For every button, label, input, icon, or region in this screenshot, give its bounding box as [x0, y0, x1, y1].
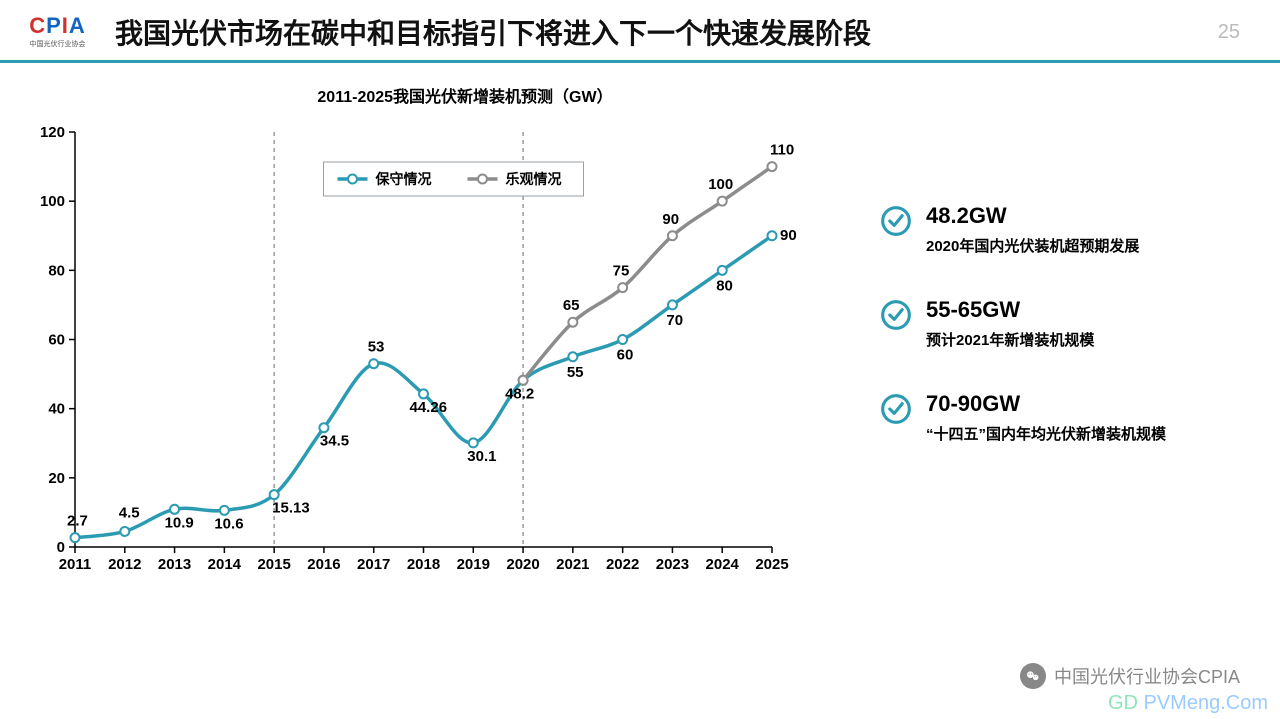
- data-label: 30.1: [467, 448, 496, 465]
- data-label: 100: [708, 176, 733, 193]
- svg-text:2022: 2022: [606, 556, 639, 573]
- cpia-logo: CPIA 中国光伏行业协会: [20, 15, 95, 49]
- data-point: [319, 423, 328, 432]
- svg-text:20: 20: [48, 470, 65, 487]
- svg-text:2020: 2020: [506, 556, 539, 573]
- svg-text:2016: 2016: [307, 556, 340, 573]
- slide-header: CPIA 中国光伏行业协会 我国光伏市场在碳中和目标指引下将进入下一个快速发展阶…: [0, 0, 1280, 63]
- svg-text:2013: 2013: [158, 556, 191, 573]
- svg-text:2012: 2012: [108, 556, 141, 573]
- data-point: [220, 506, 229, 515]
- data-label: 10.6: [214, 515, 243, 532]
- data-point: [71, 533, 80, 542]
- bullets-panel: 48.2GW 2020年国内光伏装机超预期发展 55-65GW 预计2021年新…: [850, 83, 1250, 592]
- svg-text:80: 80: [48, 262, 65, 279]
- svg-text:2024: 2024: [706, 556, 740, 573]
- slide-body: 2011-2025我国光伏新增装机预测（GW） 0 20 40 60 80 100 120 2…: [0, 63, 1280, 592]
- data-point: [718, 197, 727, 206]
- data-label: 15.13: [272, 500, 310, 517]
- bullet-value: 70-90GW: [926, 391, 1166, 417]
- data-label: 110: [770, 142, 794, 159]
- bullet-item: 55-65GW 预计2021年新增装机规模: [880, 297, 1250, 353]
- svg-text:100: 100: [40, 193, 65, 210]
- watermark-part-a: GD: [1108, 692, 1144, 714]
- watermark: GD PVMeng.Com: [1108, 692, 1268, 715]
- data-point: [568, 318, 577, 327]
- source-attribution: 中国光伏行业协会CPIA: [1020, 663, 1240, 689]
- data-label: 70: [666, 312, 683, 329]
- data-label: 2.7: [67, 513, 88, 530]
- logo-subtitle: 中国光伏行业协会: [20, 39, 95, 49]
- bullet-desc: 2020年国内光伏装机超预期发展: [926, 235, 1139, 259]
- data-point: [120, 527, 129, 536]
- chart-title: 2011-2025我国光伏新增装机预测（GW）: [20, 83, 850, 107]
- data-label: 48.2: [505, 385, 534, 402]
- data-label: 90: [780, 227, 797, 244]
- source-text: 中国光伏行业协会CPIA: [1054, 663, 1240, 689]
- bullet-item: 48.2GW 2020年国内光伏装机超预期发展: [880, 203, 1250, 259]
- bullet-desc: 预计2021年新增装机规模: [926, 329, 1094, 353]
- data-point: [668, 231, 677, 240]
- logo-text: CPIA: [20, 15, 95, 37]
- svg-text:2023: 2023: [656, 556, 689, 573]
- svg-text:2018: 2018: [407, 556, 440, 573]
- data-label: 53: [368, 339, 385, 356]
- svg-text:2017: 2017: [357, 556, 390, 573]
- page-number: 25: [1218, 21, 1260, 44]
- data-point: [668, 300, 677, 309]
- bullet-item: 70-90GW “十四五”国内年均光伏新增装机规模: [880, 391, 1250, 447]
- svg-text:2021: 2021: [556, 556, 589, 573]
- line-chart: 0 20 40 60 80 100 120 2011 2012 2013 2014 2015 2016 2…: [20, 117, 800, 587]
- svg-text:60: 60: [48, 332, 65, 349]
- check-icon: [880, 299, 912, 331]
- svg-text:0: 0: [57, 539, 65, 556]
- data-label: 80: [716, 277, 733, 294]
- chart-container: 2011-2025我国光伏新增装机预测（GW） 0 20 40 60 80 100 120 2…: [20, 83, 850, 592]
- data-point: [618, 283, 627, 292]
- data-point: [768, 231, 777, 240]
- svg-text:2011: 2011: [59, 556, 92, 573]
- svg-text:40: 40: [48, 401, 65, 418]
- data-label: 60: [617, 347, 634, 364]
- series-line: [523, 167, 772, 381]
- data-point: [618, 335, 627, 344]
- check-icon: [880, 205, 912, 237]
- data-point: [469, 438, 478, 447]
- bullet-value: 55-65GW: [926, 297, 1094, 323]
- data-point: [270, 490, 279, 499]
- svg-text:2015: 2015: [257, 556, 290, 573]
- wechat-icon: [1020, 663, 1046, 689]
- data-label: 65: [563, 297, 580, 314]
- data-point: [768, 162, 777, 171]
- data-label: 55: [567, 364, 584, 381]
- check-icon: [880, 393, 912, 425]
- svg-text:2025: 2025: [755, 556, 788, 573]
- bullet-desc: “十四五”国内年均光伏新增装机规模: [926, 423, 1166, 447]
- data-point: [419, 389, 428, 398]
- series-line: [75, 236, 772, 538]
- legend-label: 乐观情况: [506, 171, 562, 187]
- data-point: [170, 505, 179, 514]
- slide-title: 我国光伏市场在碳中和目标指引下将进入下一个快速发展阶段: [115, 12, 871, 52]
- watermark-part-b: PVMeng.Com: [1144, 692, 1269, 714]
- data-label: 10.9: [165, 514, 194, 531]
- bullet-value: 48.2GW: [926, 203, 1139, 229]
- svg-text:120: 120: [40, 124, 65, 141]
- data-point: [519, 376, 528, 385]
- data-label: 75: [613, 263, 630, 280]
- data-label: 90: [662, 211, 679, 228]
- legend-label: 保守情况: [375, 171, 432, 187]
- data-label: 34.5: [320, 433, 349, 450]
- data-point: [718, 266, 727, 275]
- data-point: [568, 352, 577, 361]
- svg-text:2014: 2014: [208, 556, 242, 573]
- data-point: [369, 359, 378, 368]
- data-label: 44.26: [410, 399, 448, 416]
- svg-text:2019: 2019: [457, 556, 490, 573]
- data-label: 4.5: [119, 504, 140, 521]
